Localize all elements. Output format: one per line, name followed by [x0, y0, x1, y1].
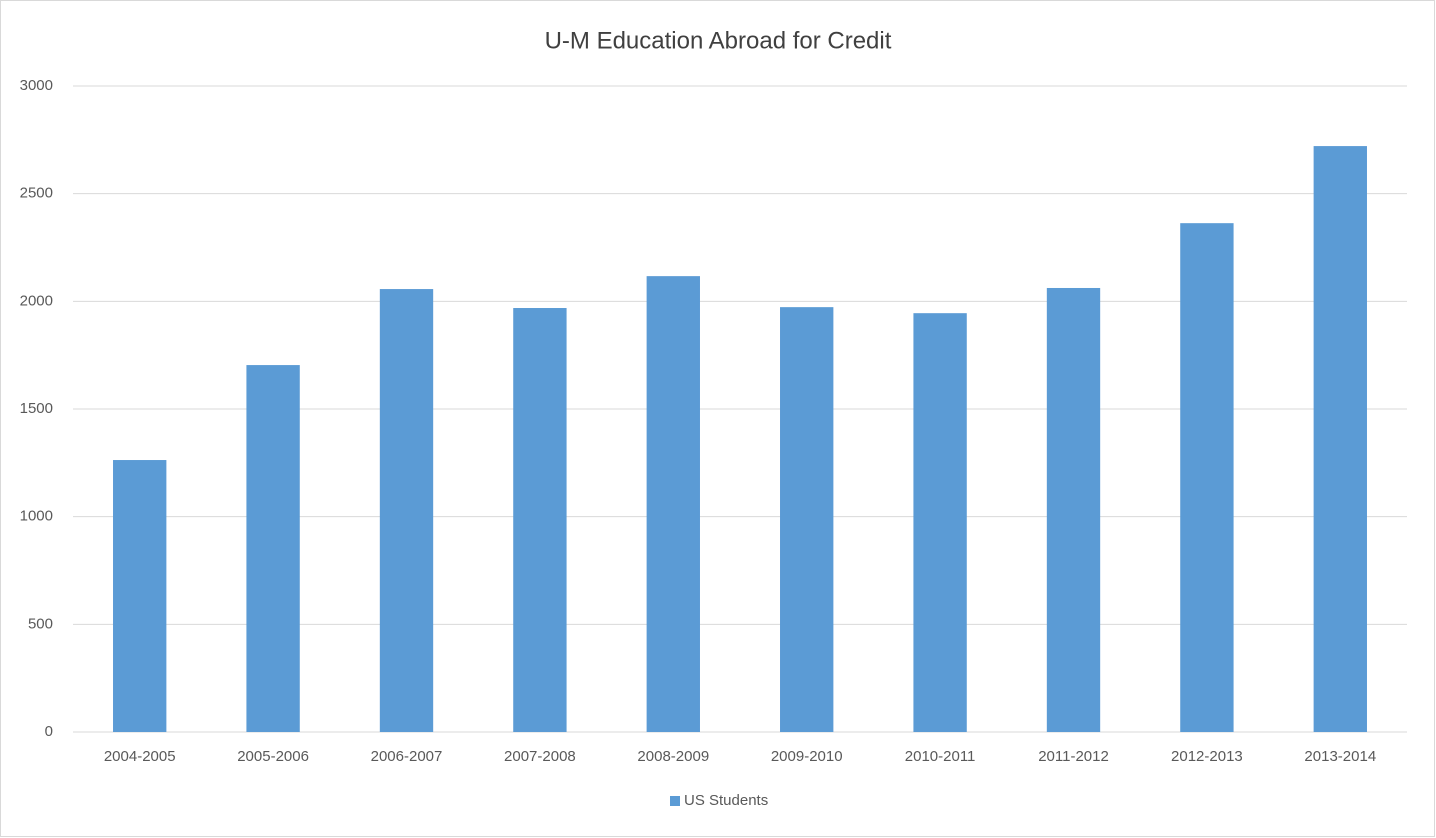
- x-tick-label: 2008-2009: [637, 748, 709, 765]
- x-tick-label: 2004-2005: [104, 748, 176, 765]
- y-tick-label: 2500: [20, 185, 53, 202]
- x-tick-label: 2007-2008: [504, 748, 576, 765]
- x-tick-label: 2006-2007: [371, 748, 443, 765]
- bar: [379, 289, 434, 732]
- y-tick-label: 500: [28, 615, 53, 632]
- bar: [913, 313, 967, 732]
- bar: [1046, 287, 1101, 732]
- y-tick-label: 2000: [20, 292, 53, 309]
- y-tick-label: 0: [45, 723, 53, 740]
- chart-title: U-M Education Abroad for Credit: [545, 27, 892, 54]
- bar: [246, 365, 300, 732]
- legend-label: US Students: [684, 792, 768, 809]
- bar: [1180, 223, 1234, 732]
- bar: [780, 307, 834, 732]
- y-tick-label: 1500: [20, 400, 53, 417]
- y-tick-label: 1000: [20, 508, 53, 525]
- legend-swatch: [670, 796, 680, 806]
- bar: [113, 460, 167, 732]
- bar: [1313, 146, 1367, 732]
- x-tick-label: 2009-2010: [771, 748, 843, 765]
- x-tick-label: 2005-2006: [237, 748, 309, 765]
- x-tick-label: 2011-2012: [1038, 748, 1109, 765]
- y-tick-label: 3000: [20, 77, 53, 94]
- x-tick-label: 2010-2011: [905, 748, 976, 765]
- x-tick-label: 2013-2014: [1304, 748, 1376, 765]
- x-tick-label: 2012-2013: [1171, 748, 1243, 765]
- bar: [646, 276, 700, 732]
- bar: [513, 308, 567, 732]
